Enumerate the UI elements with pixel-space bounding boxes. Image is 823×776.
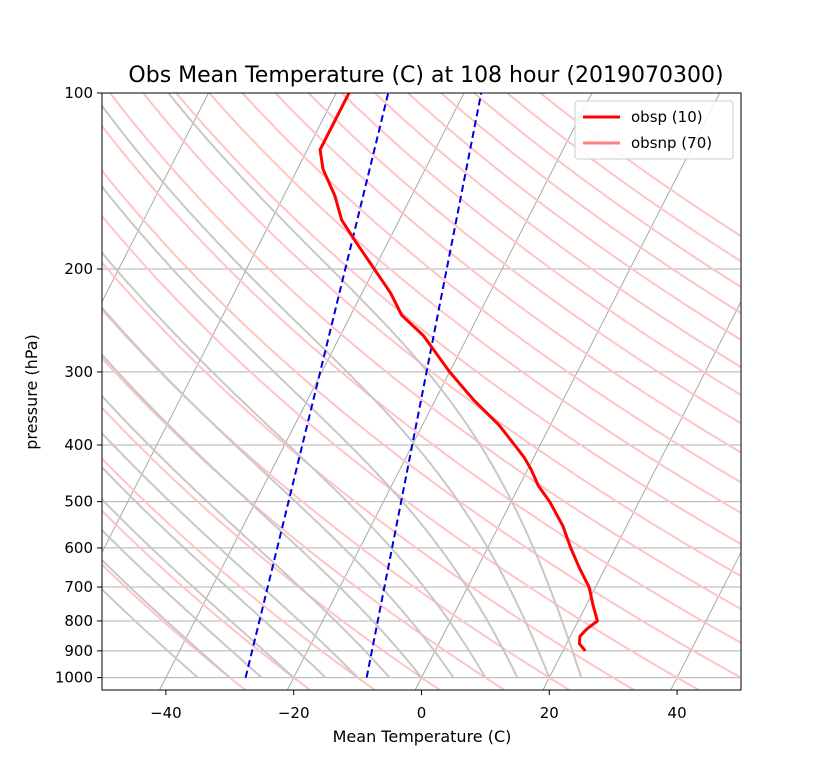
moist-adiabat-lines	[102, 93, 583, 679]
x-axis-ticks: −40 −20 0 20 40	[150, 690, 687, 722]
dry-adiabat-line	[102, 509, 311, 690]
x-tick-label: 40	[668, 704, 687, 722]
mixing-ratio-lines	[244, 93, 483, 678]
isotherm-line	[286, 93, 593, 690]
dry-adiabat-line	[109, 93, 741, 611]
pressure-gridlines	[102, 93, 741, 679]
moist-adiabat-line	[102, 528, 263, 679]
moist-adiabat-line	[102, 104, 551, 678]
moist-adiabat-line	[102, 394, 391, 679]
isotherm-line	[414, 93, 721, 690]
y-tick-label: 700	[64, 578, 93, 596]
dry-adiabat-line	[208, 93, 741, 515]
x-tick-label: −40	[150, 704, 182, 722]
isotherm-line	[159, 93, 465, 690]
series-lines	[318, 93, 599, 652]
dry-adiabat-line	[142, 93, 741, 578]
dry-adiabat-line	[341, 93, 741, 397]
y-tick-label: 1000	[55, 669, 93, 687]
plot-background	[102, 93, 741, 690]
dry-adiabat-line	[102, 261, 635, 690]
x-tick-label: 20	[540, 704, 559, 722]
legend-label-obsnp: obsnp (70)	[631, 134, 712, 152]
dry-adiabat-line	[175, 93, 741, 546]
y-tick-label: 500	[64, 493, 93, 511]
dry-adiabat-line	[102, 563, 246, 690]
moist-adiabat-line	[102, 185, 519, 679]
moist-adiabat-line	[102, 431, 359, 679]
isotherm-line	[799, 93, 823, 690]
moist-adiabat-line	[102, 306, 455, 679]
y-tick-label: 600	[64, 539, 93, 557]
moist-adiabat-line	[102, 558, 231, 679]
series-line-0	[318, 93, 599, 652]
y-axis-label: pressure (hPa)	[22, 334, 41, 450]
dry-adiabat-line	[102, 457, 376, 690]
y-tick-label: 400	[64, 436, 93, 454]
moist-adiabat-line	[102, 588, 199, 679]
y-tick-label: 300	[64, 363, 93, 381]
dry-adiabat-line	[374, 93, 741, 369]
dry-adiabat-line	[274, 93, 741, 454]
chart-title: Obs Mean Temperature (C) at 108 hour (20…	[128, 63, 723, 88]
mixing-ratio-line	[365, 93, 483, 678]
legend-label-obsp: obsp (10)	[631, 108, 703, 126]
isotherm-line	[670, 551, 741, 690]
x-tick-label: −20	[278, 704, 310, 722]
dry-adiabat-line	[102, 356, 506, 690]
dry-adiabat-line	[102, 124, 741, 645]
x-tick-label: 0	[417, 704, 427, 722]
moist-adiabat-line	[102, 465, 327, 679]
dry-adiabat-line	[102, 406, 441, 690]
y-axis-ticks: 1000 900 800 700 600 500 400 300 200 100	[55, 84, 102, 687]
moist-adiabat-line	[102, 498, 295, 679]
dry-adiabat-lines	[102, 93, 741, 690]
dry-adiabat-line	[407, 93, 741, 342]
x-axis-label: Mean Temperature (C)	[333, 727, 512, 746]
y-tick-label: 100	[64, 84, 93, 102]
legend: obsp (10) obsnp (70)	[574, 100, 734, 160]
dry-adiabat-line	[102, 169, 741, 679]
mixing-ratio-line	[244, 93, 390, 678]
moist-adiabat-line	[102, 251, 487, 679]
isotherm-line	[102, 93, 337, 554]
y-tick-label: 200	[64, 260, 93, 278]
dry-adiabat-line	[241, 93, 741, 484]
dry-adiabat-line	[307, 93, 741, 425]
y-tick-label: 900	[64, 642, 93, 660]
moist-adiabat-line	[167, 93, 583, 678]
moist-adiabat-line	[102, 353, 423, 679]
dry-adiabat-line	[102, 214, 700, 690]
y-tick-label: 800	[64, 612, 93, 630]
